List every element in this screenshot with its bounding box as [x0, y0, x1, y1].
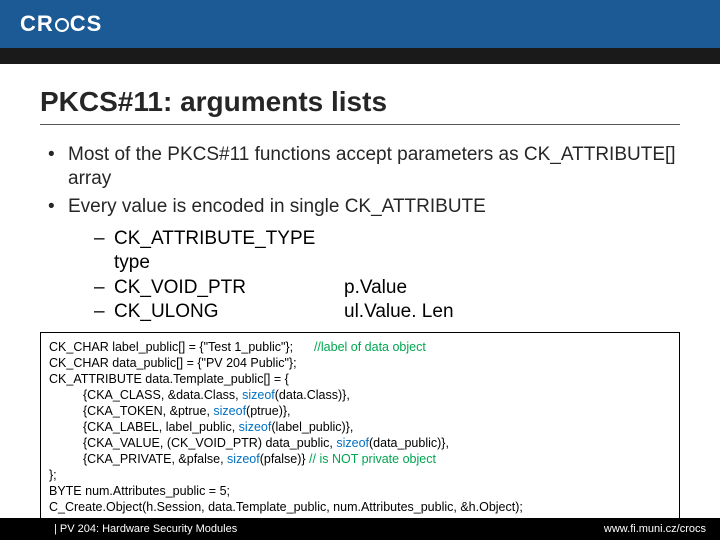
slide-content: PKCS#11: arguments lists Most of the PKC…	[0, 64, 720, 324]
bullet-list: Most of the PKCS#11 functions accept par…	[44, 143, 680, 219]
sub-item: CK_ULONGul.Value. Len	[94, 300, 680, 324]
sub-item: CK_VOID_PTRp.Value	[94, 276, 680, 300]
logo: CRCS	[20, 11, 102, 37]
footer-bar: | PV 204: Hardware Security Modules www.…	[0, 518, 720, 540]
header-bar: CRCS	[0, 0, 720, 48]
slide-title: PKCS#11: arguments lists	[40, 86, 680, 125]
sub-list: CK_ATTRIBUTE_TYPE type CK_VOID_PTRp.Valu…	[94, 227, 680, 324]
header-strip	[0, 48, 720, 64]
footer-right: www.fi.muni.cz/crocs	[604, 523, 706, 535]
bullet-item: Most of the PKCS#11 functions accept par…	[44, 143, 680, 192]
bullet-item: Every value is encoded in single CK_ATTR…	[44, 195, 680, 219]
footer-left: | PV 204: Hardware Security Modules	[14, 523, 237, 535]
code-block: CK_CHAR label_public[] = {"Test 1_public…	[40, 332, 680, 522]
sub-item: CK_ATTRIBUTE_TYPE type	[94, 227, 680, 276]
